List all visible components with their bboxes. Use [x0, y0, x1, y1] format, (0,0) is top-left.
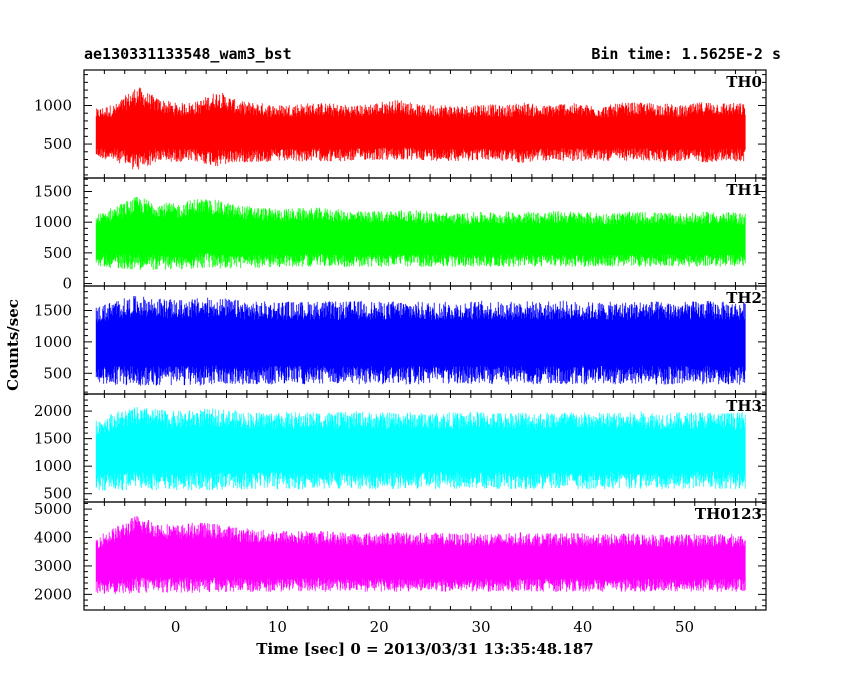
y-tick-label: 5000: [34, 500, 72, 518]
y-tick-label: 1500: [34, 430, 72, 448]
panel-th3: 500 1000 1500 2000 TH3: [34, 393, 767, 503]
panel-frame: [83, 501, 767, 611]
series-th1: [95, 197, 746, 270]
y-tick-label: 500: [43, 135, 72, 153]
y-tick-label: 1000: [34, 333, 72, 351]
x-tick-label: 50: [675, 618, 694, 636]
y-tick-label: 2000: [34, 585, 72, 603]
y-tick-label: 500: [43, 364, 72, 382]
y-tick-label: 500: [43, 244, 72, 262]
x-tick-label: 40: [573, 618, 592, 636]
x-tick-label: 20: [370, 618, 389, 636]
y-tick-label: 3000: [34, 557, 72, 575]
panel-label-th3: TH3: [726, 397, 762, 415]
panel-th1: 0 500 1000 1500 TH1: [34, 177, 767, 293]
y-tick-label: 2000: [34, 402, 72, 420]
x-axis: 0 10 20 30 40 50: [171, 618, 694, 636]
y-tick-label: 1000: [34, 213, 72, 231]
panel-label-th1: TH1: [726, 181, 762, 199]
x-tick-label: 10: [268, 618, 287, 636]
panel-th0: 500 1000 TH0: [34, 69, 767, 179]
panel-th2: 500 1000 1500 TH2: [34, 285, 767, 395]
x-tick-label: 0: [171, 618, 181, 636]
x-tick-label: 30: [471, 618, 490, 636]
series-th0123: [95, 516, 746, 595]
y-axis-label: Counts/sec: [4, 299, 22, 391]
y-tick-label: 1000: [34, 96, 72, 114]
y-tick-label: 4000: [34, 529, 72, 547]
panel-label-th0: TH0: [726, 73, 762, 91]
bin-time-label: Bin time: 1.5625E-2 s: [591, 45, 781, 63]
x-axis-label: Time [sec] 0 = 2013/03/31 13:35:48.187: [256, 640, 593, 658]
panel-label-th2: TH2: [726, 289, 762, 307]
chart-title: ae130331133548_wam3_bst: [84, 45, 292, 63]
y-tick-label: 1000: [34, 457, 72, 475]
panel-label-th0123: TH0123: [695, 505, 762, 523]
y-tick-label: 1500: [34, 183, 72, 201]
series-th3: [95, 407, 746, 491]
panel-th0123: 2000 3000 4000 5000 TH0123: [34, 500, 767, 611]
y-tick-label: 500: [43, 485, 72, 503]
series-th2: [95, 296, 746, 386]
y-tick-label: 1500: [34, 301, 72, 319]
y-tick-label: 0: [62, 275, 72, 293]
series-th0: [95, 87, 746, 170]
